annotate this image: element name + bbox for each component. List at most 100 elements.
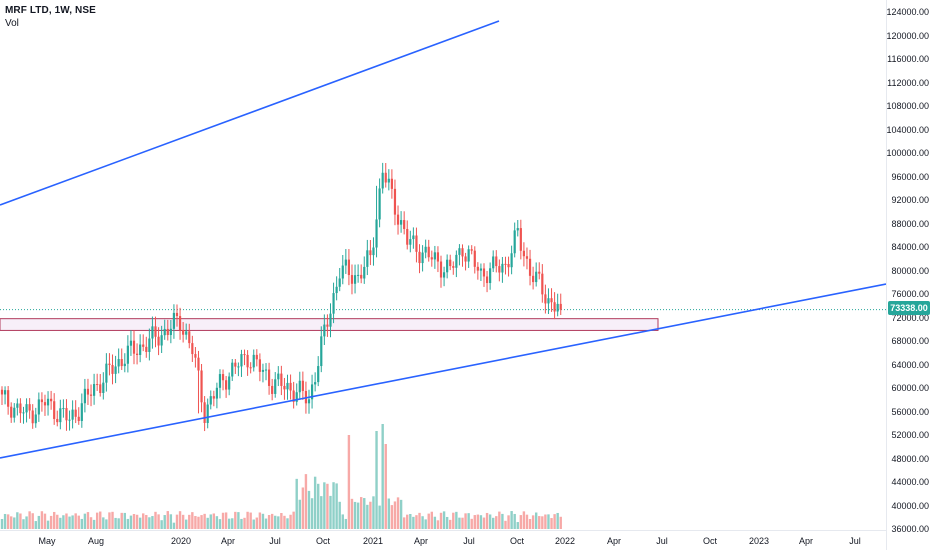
candle-body: [215, 387, 218, 399]
volume-bar: [166, 511, 169, 529]
candle-body: [547, 298, 550, 304]
volume-bar: [19, 513, 22, 529]
candle-body: [108, 363, 111, 366]
candle-body: [473, 250, 476, 267]
candle-body: [16, 403, 19, 408]
candle-body: [317, 366, 320, 383]
price-tick-label: 112000.00: [887, 77, 929, 88]
volume-bar: [359, 497, 363, 529]
volume-bar: [227, 518, 231, 529]
volume-bar: [157, 514, 160, 529]
volume-bar: [292, 511, 295, 529]
volume-bar: [492, 517, 495, 529]
volume-bar: [264, 518, 268, 529]
volume-bar: [206, 517, 209, 529]
candle-body: [298, 380, 301, 393]
volume-bar: [56, 514, 59, 529]
candle-body: [237, 366, 240, 368]
candle-body: [96, 384, 99, 386]
volume-bar: [390, 505, 394, 529]
candle-body: [114, 366, 117, 374]
volume-bar: [25, 516, 28, 529]
candle-body: [243, 354, 246, 356]
candle-body: [228, 376, 231, 390]
volume-bar: [326, 483, 329, 529]
volume-bar: [295, 478, 298, 529]
candle-body: [446, 259, 449, 273]
symbol-title[interactable]: MRF LTD, 1W, NSE: [5, 5, 96, 16]
volume-bar: [37, 515, 41, 529]
candle-body: [510, 253, 513, 268]
volume-bar: [378, 505, 381, 529]
candle-body: [139, 344, 142, 355]
candle-body: [292, 390, 295, 402]
time-tick-label: Apr: [220, 536, 236, 546]
candle-body: [387, 178, 390, 183]
candle-body: [479, 268, 483, 271]
volume-bar: [111, 511, 114, 529]
volume-bar: [415, 515, 418, 529]
candle-body: [274, 379, 277, 394]
candle-body: [335, 286, 338, 294]
time-tick-label: Jul: [849, 536, 861, 546]
candle-body: [522, 250, 525, 257]
volume-bar: [132, 514, 136, 529]
price-plot[interactable]: [0, 0, 886, 530]
volume-bar: [286, 518, 289, 529]
volume-bar: [519, 515, 523, 529]
price-tick-label: 108000.00: [886, 101, 929, 111]
candle-body: [295, 392, 298, 402]
candle-body: [225, 380, 228, 390]
price-tick-label: 120000.00: [886, 30, 929, 41]
candle-body: [344, 259, 347, 266]
candle-body: [105, 363, 108, 383]
candle-body: [37, 399, 40, 415]
volume-bar: [46, 520, 50, 529]
volume-bar: [498, 511, 501, 529]
volume-legend[interactable]: Vol: [5, 18, 19, 29]
volume-bar: [80, 518, 84, 529]
candle-body: [332, 293, 335, 314]
volume-bar: [421, 516, 424, 529]
candle-body: [541, 273, 544, 295]
volume-bar: [163, 515, 166, 529]
time-axis[interactable]: May Aug 2020 Apr Jul Oct 2021 Apr Jul Oct 2022 Apr J…: [0, 530, 886, 551]
volume-bar: [458, 517, 461, 529]
candle-body: [151, 326, 154, 339]
candle-body: [31, 410, 34, 424]
candle-body: [363, 266, 366, 279]
candle-body: [175, 312, 179, 317]
candle-body: [550, 298, 553, 303]
candle-body: [271, 385, 274, 394]
candle-body: [3, 390, 7, 395]
price-tick-label: 88000.00: [891, 218, 929, 229]
volume-bar: [402, 517, 406, 529]
volume-bar: [534, 512, 538, 529]
volume-bar: [197, 516, 200, 529]
price-tick-label: 80000.00: [891, 265, 929, 276]
volume-bar: [344, 518, 348, 529]
candle-body: [163, 328, 166, 336]
candle-body: [347, 259, 351, 276]
candle-body: [160, 335, 163, 346]
candle-body: [22, 412, 25, 414]
candle-body: [461, 248, 464, 257]
volume-bar: [3, 513, 7, 529]
volume-bar: [550, 518, 553, 529]
volume-bar: [191, 512, 194, 529]
volume-bar: [556, 512, 559, 529]
time-tick-label: Jul: [269, 536, 281, 546]
candle-body: [418, 251, 421, 264]
candle-body: [289, 382, 292, 391]
volume-bar: [240, 518, 243, 529]
candle-body: [314, 382, 317, 385]
price-axis[interactable]: 124000.00 120000.00 116000.00 112000.00 1080…: [886, 0, 932, 550]
time-tick-label: May: [38, 536, 56, 546]
price-tick-label: 40000.00: [891, 500, 929, 511]
volume-bar: [22, 519, 25, 529]
candle-body: [50, 398, 53, 402]
candle-body: [267, 369, 271, 386]
candle-body: [56, 418, 59, 423]
volume-bar: [488, 514, 492, 529]
